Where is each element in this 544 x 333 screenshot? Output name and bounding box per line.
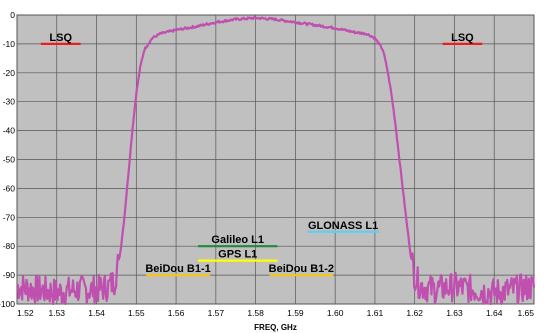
x-tick-label: 1.65 [517,308,534,318]
y-tick-label: -10 [3,39,16,49]
x-tick-label: 1.60 [327,308,344,318]
series-line [15,15,536,306]
x-axis-title: FREQ, GHz [254,323,297,332]
y-tick-label: -20 [3,68,16,78]
band-label: LSQ [49,32,72,44]
y-tick-label: -40 [3,126,16,136]
x-tick-label: 1.52 [17,308,34,318]
x-tick-labels: 1.52 1.53 1.54 1.55 1.56 1.57 1.58 1.59 1.60 1.61… [17,308,534,318]
x-tick-label: 1.63 [446,308,463,318]
x-tick-label: 1.58 [247,308,264,318]
x-tick-label: 1.56 [168,308,185,318]
y-tick-label: -30 [3,97,16,107]
y-tick-label: -70 [3,212,16,222]
x-tick-label: 1.57 [208,308,225,318]
y-tick-label: -100 [0,299,15,309]
band-label: BeiDou B1-1 [145,263,210,275]
band-label: BeiDou B1-2 [269,263,334,275]
y-tick-label: -60 [3,183,16,193]
y-tick-label: -90 [3,270,16,280]
x-tick-label: 1.54 [88,308,105,318]
x-tick-label: 1.55 [128,308,145,318]
x-tick-label: 1.53 [48,308,65,318]
grid-lines [16,14,535,305]
band-label: GPS L1 [218,249,257,261]
x-tick-label: 1.59 [287,308,304,318]
band-annotations: LSQ LSQ Galileo L1 GPS L1 BeiDou B1-1 BeiDou … [40,32,483,277]
y-tick-label: -80 [3,241,16,251]
band-label: Galileo L1 [211,234,264,246]
y-tick-labels: 0 -10 -20 -30 -40 -50 -60 -70 -80 -90 -100 [0,10,15,309]
x-tick-label: 1.64 [486,308,503,318]
y-tick-label: 0 [10,10,15,20]
band-label: LSQ [451,32,474,44]
y-tick-label: -50 [3,155,16,165]
x-tick-label: 1.62 [406,308,423,318]
band-label: GLONASS L1 [308,220,378,232]
x-tick-label: 1.61 [367,308,384,318]
